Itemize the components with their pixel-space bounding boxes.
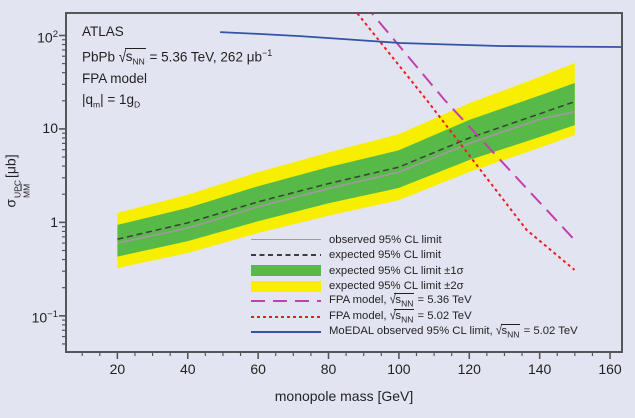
sigma-scripts: UPC MM	[12, 180, 32, 198]
legend-item-fpa-536: FPA model, √sNN = 5.36 TeV	[251, 293, 578, 309]
observed-limit-line	[117, 110, 575, 244]
fpa-5p36-line	[371, 14, 574, 239]
sqrt-symbol: √	[389, 308, 396, 324]
collision-system: PbPb	[82, 49, 119, 65]
inverse-exponent: −1	[262, 47, 273, 58]
x-tick-label: 160	[598, 361, 622, 377]
atlas-label: ATLAS	[82, 21, 272, 43]
legend-label: expected 95% CL limit ±1σ	[329, 264, 464, 277]
experiment-name: ATLAS	[82, 24, 124, 39]
energy-luminosity: = 5.36 TeV, 262 μb	[145, 49, 262, 65]
ticks-group	[59, 34, 611, 359]
charge-label: |qm| = 1gD	[82, 92, 141, 110]
legend-item-1sigma: expected 95% CL limit ±1σ	[251, 263, 578, 278]
legend-label: expected 95% CL limit ±2σ	[329, 280, 464, 293]
y-axis-units: [μb]	[2, 154, 19, 179]
band-1sigma	[117, 83, 575, 257]
mmbar-subscript: MM	[21, 183, 32, 198]
x-tick-label: 40	[179, 361, 196, 377]
x-axis-title: monopole mass [GeV]	[274, 388, 414, 404]
collision-info: PbPb √sNN = 5.36 TeV, 262 μb−1	[82, 43, 272, 68]
legend: observed 95% CL limit expected 95% CL li…	[251, 232, 578, 340]
legend-item-2sigma: expected 95% CL limit ±2σ	[251, 278, 578, 293]
legend-item-fpa-502: FPA model, √sNN = 5.02 TeV	[251, 309, 578, 324]
legend-label: FPA model, √sNN = 5.36 TeV	[329, 293, 472, 309]
legend-label: FPA model, √sNN = 5.02 TeV	[329, 308, 472, 325]
y-tick-label: 1	[50, 213, 58, 230]
green-band-icon	[251, 265, 321, 277]
sqrt-symbol: √	[389, 293, 396, 308]
blue-line-icon	[251, 331, 321, 334]
y-tick-label: 102	[37, 28, 58, 46]
sqrt-symbol: √	[118, 47, 127, 66]
red-dotted-line-icon	[251, 315, 321, 318]
x-tick-label: 120	[457, 361, 481, 377]
expected-dashed-line-icon	[251, 254, 321, 256]
sigma-symbol: σ	[2, 198, 19, 208]
legend-label: expected 95% CL limit	[329, 249, 441, 262]
sqrt-argument: sNN	[124, 48, 146, 67]
yellow-band-icon	[251, 280, 321, 292]
curves-group	[117, 14, 621, 271]
model-label: FPA model	[82, 70, 148, 86]
sqrt-symbol: √	[495, 324, 503, 339]
observed-line-icon	[251, 238, 321, 241]
x-tick-label: 60	[250, 361, 266, 377]
legend-label: MoEDAL observed 95% CL limit, √sNN = 5.0…	[329, 324, 578, 340]
x-tick-label: 80	[320, 361, 337, 377]
y-tick-label: 10−1	[31, 309, 58, 326]
fpa-5p02-line	[356, 14, 576, 271]
legend-label: observed 95% CL limit	[329, 233, 442, 246]
plot-annotations: ATLAS PbPb √sNN = 5.36 TeV, 262 μb−1 FPA…	[82, 21, 272, 117]
y-tick-label: 10	[42, 120, 58, 137]
y-axis-title: σ UPC MM [μb]	[3, 154, 32, 207]
legend-item-observed: observed 95% CL limit	[251, 232, 578, 247]
moedal-limit-line	[220, 31, 621, 48]
x-tick-label: 20	[109, 361, 126, 377]
plot-frame	[65, 12, 623, 353]
sqrt-expression: √sNN	[119, 46, 146, 68]
magenta-dashed-line-icon	[251, 300, 321, 303]
legend-item-expected: expected 95% CL limit	[251, 247, 578, 262]
x-tick-label: 100	[387, 361, 411, 377]
x-tick-label: 140	[527, 361, 552, 377]
legend-item-moedal: MoEDAL observed 95% CL limit, √sNN = 5.0…	[251, 324, 578, 340]
